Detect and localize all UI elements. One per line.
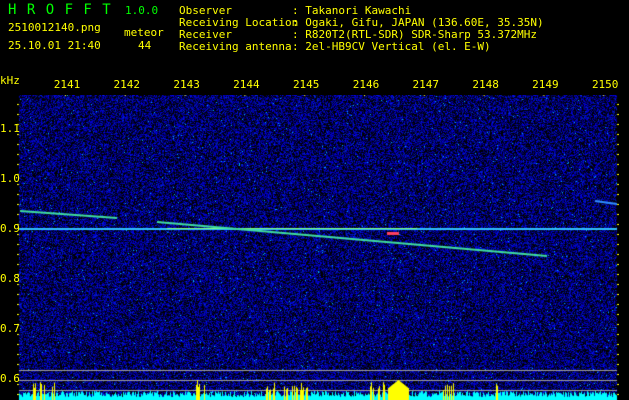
y-tick-label: 0.9 <box>0 222 20 235</box>
x-tick-label: 2142 <box>113 78 141 91</box>
x-tick-label: 2141 <box>53 78 81 91</box>
file-name: 2510012140.png <box>8 21 101 34</box>
x-tick-label: 2143 <box>173 78 200 91</box>
station-value: : R820T2(RTL-SDR) SDR-Sharp 53.372MHz <box>292 28 538 41</box>
station-key: Receiver <box>179 28 232 41</box>
station-value: : 2el-HB9CV Vertical (el. E-W) <box>292 40 491 53</box>
y-tick-label: 0.7 <box>0 322 20 335</box>
y-unit-label: kHz <box>0 74 20 87</box>
station-value: : Ogaki, Gifu, JAPAN (136.60E, 35.35N) <box>292 16 544 29</box>
spectrogram <box>17 95 619 400</box>
station-key: Receiving antenna <box>179 40 292 53</box>
y-tick-label: 1.1 <box>0 122 20 135</box>
x-tick-label: 2144 <box>233 78 260 91</box>
y-tick-label: 0.6 <box>0 372 20 385</box>
x-tick-label: 2146 <box>352 78 380 91</box>
app-version: 1.0.0 <box>125 4 159 17</box>
x-tick-label: 2148 <box>472 78 499 91</box>
file-datetime: 25.10.01 21:40 <box>8 39 101 52</box>
station-key: Receiving Location <box>179 16 299 29</box>
y-tick-label: 1.0 <box>0 172 20 185</box>
station-value: : Takanori Kawachi <box>292 4 412 17</box>
y-tick-label: 0.8 <box>0 272 20 285</box>
x-tick-label: 2150 <box>591 78 619 91</box>
station-key: Observer <box>179 4 232 17</box>
x-tick-label: 2145 <box>292 78 320 91</box>
detection-label: meteor <box>124 26 164 39</box>
x-tick-label: 2149 <box>532 78 559 91</box>
app-title: H R O F F T <box>8 2 112 18</box>
detection-count: 44 <box>138 39 152 52</box>
x-tick-label: 2147 <box>412 78 440 91</box>
